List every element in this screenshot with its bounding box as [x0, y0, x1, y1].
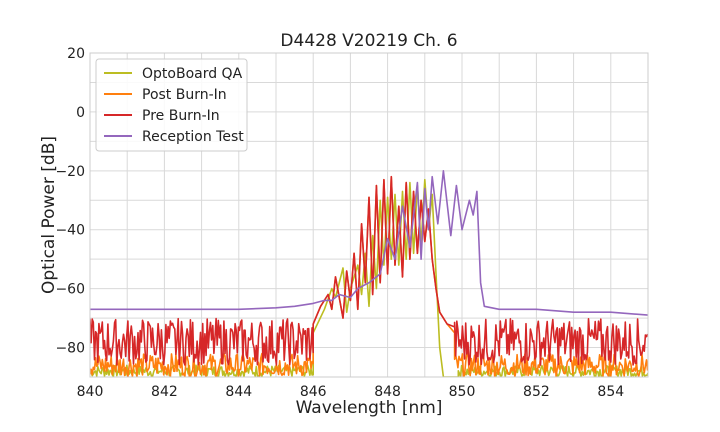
x-tick-label: 850	[449, 384, 476, 400]
y-tick-label: 20	[67, 46, 85, 62]
y-axis-title: Optical Power [dB]	[39, 136, 59, 294]
x-tick-label: 846	[300, 384, 327, 400]
x-tick-label: 852	[523, 384, 550, 400]
y-tick-label: −20	[55, 164, 85, 180]
legend-label: Post Burn-In	[142, 87, 227, 103]
legend-label: OptoBoard QA	[142, 66, 243, 82]
series-line-reception-test	[90, 170, 648, 316]
y-tick-label: 0	[76, 105, 85, 121]
legend-box	[95, 58, 248, 152]
y-tick-label: −60	[55, 282, 85, 298]
x-tick-label: 854	[597, 384, 624, 400]
x-axis-title: Wavelength [nm]	[296, 398, 443, 418]
chart-title: D4428 V20219 Ch. 6	[280, 31, 457, 51]
series-line-pre-burn-in	[90, 175, 648, 366]
legend: OptoBoard QA Post Burn-In Pre Burn-In Recep…	[95, 58, 248, 152]
series-layer	[90, 170, 648, 377]
ticks: 840 842 844 846 848 850 852 854 20 0 −20 −40 −60 −80	[55, 46, 624, 400]
x-tick-label: 844	[225, 384, 252, 400]
y-tick-label: −40	[55, 223, 85, 239]
y-tick-label: −80	[55, 341, 85, 357]
x-tick-label: 840	[77, 384, 104, 400]
plot-frame	[89, 52, 649, 378]
series-line-optoboard-qa	[90, 178, 648, 377]
legend-label: Pre Burn-In	[142, 108, 220, 124]
x-tick-label: 848	[374, 384, 401, 400]
legend-label: Reception Test	[142, 129, 244, 145]
x-tick-label: 842	[151, 384, 178, 400]
